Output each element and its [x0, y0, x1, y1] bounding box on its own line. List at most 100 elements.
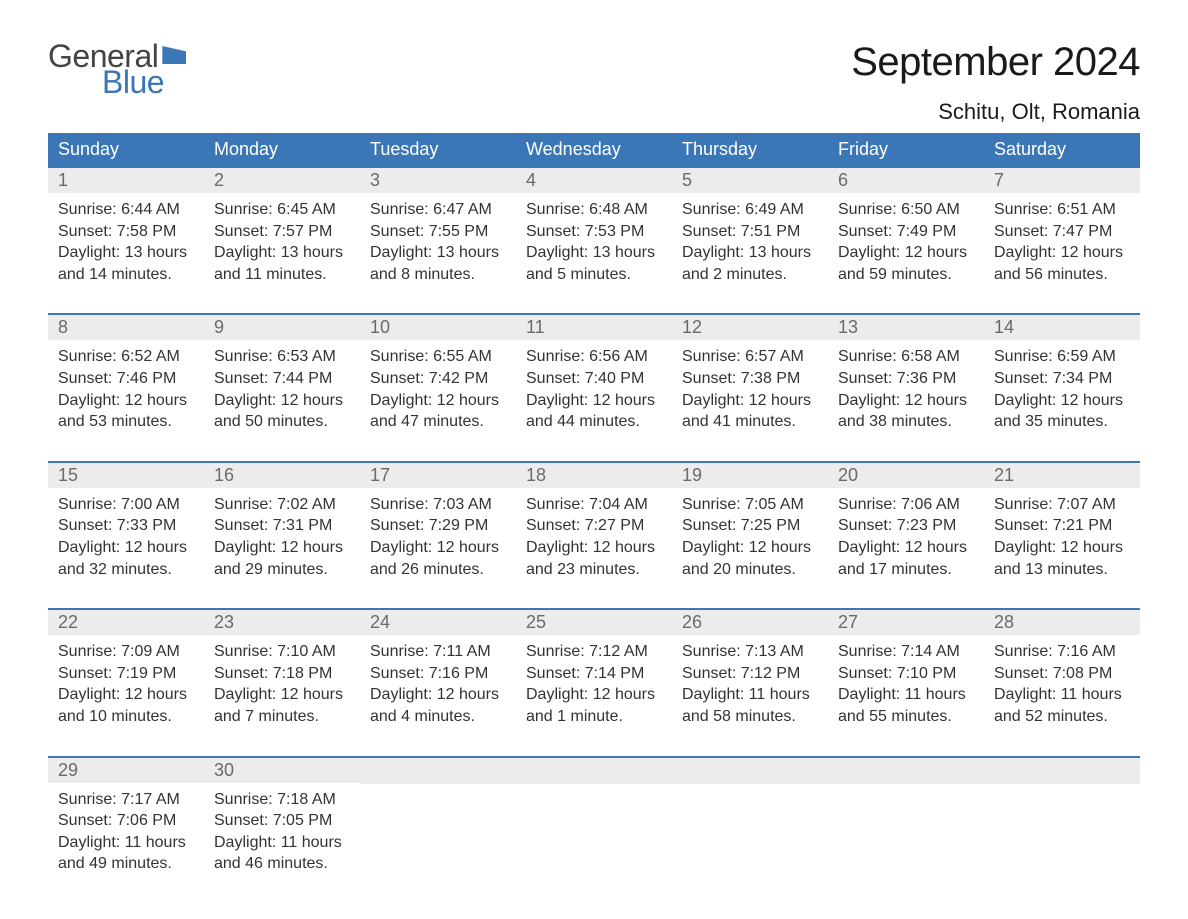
- day-details: Sunrise: 6:45 AMSunset: 7:57 PMDaylight:…: [204, 193, 360, 289]
- day-sunset: Sunset: 7:46 PM: [58, 368, 194, 390]
- day-sunset: Sunset: 7:21 PM: [994, 515, 1130, 537]
- day-header: Friday: [828, 133, 984, 166]
- calendar-body: 1Sunrise: 6:44 AMSunset: 7:58 PMDaylight…: [48, 166, 1140, 879]
- day-header: Sunday: [48, 133, 204, 166]
- calendar-day: 10Sunrise: 6:55 AMSunset: 7:42 PMDayligh…: [360, 315, 516, 436]
- day-daylight2: and 55 minutes.: [838, 706, 974, 728]
- location-text: Schitu, Olt, Romania: [851, 99, 1140, 125]
- day-sunrise: Sunrise: 6:51 AM: [994, 199, 1130, 221]
- day-daylight2: and 11 minutes.: [214, 264, 350, 286]
- calendar-week: 29Sunrise: 7:17 AMSunset: 7:06 PMDayligh…: [48, 756, 1140, 879]
- day-sunset: Sunset: 7:53 PM: [526, 221, 662, 243]
- calendar-day: 28Sunrise: 7:16 AMSunset: 7:08 PMDayligh…: [984, 610, 1140, 731]
- day-daylight1: Daylight: 12 hours: [58, 537, 194, 559]
- day-number: 7: [984, 168, 1140, 193]
- day-sunset: Sunset: 7:10 PM: [838, 663, 974, 685]
- day-sunset: Sunset: 7:25 PM: [682, 515, 818, 537]
- calendar-day: 13Sunrise: 6:58 AMSunset: 7:36 PMDayligh…: [828, 315, 984, 436]
- day-details: Sunrise: 7:13 AMSunset: 7:12 PMDaylight:…: [672, 635, 828, 731]
- day-daylight2: and 47 minutes.: [370, 411, 506, 433]
- day-daylight2: and 23 minutes.: [526, 559, 662, 581]
- day-daylight2: and 17 minutes.: [838, 559, 974, 581]
- day-sunrise: Sunrise: 6:48 AM: [526, 199, 662, 221]
- day-sunset: Sunset: 7:34 PM: [994, 368, 1130, 390]
- day-daylight1: Daylight: 12 hours: [214, 684, 350, 706]
- calendar-day: 30Sunrise: 7:18 AMSunset: 7:05 PMDayligh…: [204, 758, 360, 879]
- day-number: 19: [672, 463, 828, 488]
- day-number: 15: [48, 463, 204, 488]
- day-daylight2: and 20 minutes.: [682, 559, 818, 581]
- day-details: Sunrise: 7:16 AMSunset: 7:08 PMDaylight:…: [984, 635, 1140, 731]
- day-sunset: Sunset: 7:19 PM: [58, 663, 194, 685]
- day-sunset: Sunset: 7:55 PM: [370, 221, 506, 243]
- calendar-day: 12Sunrise: 6:57 AMSunset: 7:38 PMDayligh…: [672, 315, 828, 436]
- day-number: 16: [204, 463, 360, 488]
- day-daylight1: Daylight: 12 hours: [682, 537, 818, 559]
- day-daylight1: Daylight: 13 hours: [370, 242, 506, 264]
- calendar-day: 16Sunrise: 7:02 AMSunset: 7:31 PMDayligh…: [204, 463, 360, 584]
- day-sunrise: Sunrise: 7:04 AM: [526, 494, 662, 516]
- day-details: Sunrise: 7:14 AMSunset: 7:10 PMDaylight:…: [828, 635, 984, 731]
- day-daylight1: Daylight: 12 hours: [994, 242, 1130, 264]
- day-number: 5: [672, 168, 828, 193]
- title-block: September 2024 Schitu, Olt, Romania: [851, 40, 1140, 125]
- day-daylight2: and 52 minutes.: [994, 706, 1130, 728]
- day-sunset: Sunset: 7:57 PM: [214, 221, 350, 243]
- day-sunset: Sunset: 7:14 PM: [526, 663, 662, 685]
- day-daylight2: and 7 minutes.: [214, 706, 350, 728]
- calendar-day: 7Sunrise: 6:51 AMSunset: 7:47 PMDaylight…: [984, 168, 1140, 289]
- calendar-day: 4Sunrise: 6:48 AMSunset: 7:53 PMDaylight…: [516, 168, 672, 289]
- day-details: Sunrise: 7:17 AMSunset: 7:06 PMDaylight:…: [48, 783, 204, 879]
- day-sunrise: Sunrise: 7:12 AM: [526, 641, 662, 663]
- header: General Blue September 2024 Schitu, Olt,…: [48, 40, 1140, 125]
- calendar-header-row: Sunday Monday Tuesday Wednesday Thursday…: [48, 133, 1140, 166]
- day-details: Sunrise: 6:47 AMSunset: 7:55 PMDaylight:…: [360, 193, 516, 289]
- day-sunset: Sunset: 7:18 PM: [214, 663, 350, 685]
- day-daylight2: and 8 minutes.: [370, 264, 506, 286]
- day-daylight2: and 2 minutes.: [682, 264, 818, 286]
- day-daylight1: Daylight: 12 hours: [526, 684, 662, 706]
- day-daylight1: Daylight: 12 hours: [526, 390, 662, 412]
- day-header: Saturday: [984, 133, 1140, 166]
- calendar-day: 6Sunrise: 6:50 AMSunset: 7:49 PMDaylight…: [828, 168, 984, 289]
- day-sunset: Sunset: 7:29 PM: [370, 515, 506, 537]
- day-sunrise: Sunrise: 6:55 AM: [370, 346, 506, 368]
- day-number: [984, 758, 1140, 784]
- day-number: 6: [828, 168, 984, 193]
- page-title: September 2024: [851, 40, 1140, 85]
- day-sunrise: Sunrise: 6:50 AM: [838, 199, 974, 221]
- day-sunrise: Sunrise: 7:07 AM: [994, 494, 1130, 516]
- day-daylight1: Daylight: 12 hours: [214, 537, 350, 559]
- day-details: Sunrise: 6:53 AMSunset: 7:44 PMDaylight:…: [204, 340, 360, 436]
- day-sunrise: Sunrise: 7:03 AM: [370, 494, 506, 516]
- calendar-day: 2Sunrise: 6:45 AMSunset: 7:57 PMDaylight…: [204, 168, 360, 289]
- day-daylight2: and 35 minutes.: [994, 411, 1130, 433]
- day-sunrise: Sunrise: 6:52 AM: [58, 346, 194, 368]
- day-daylight2: and 26 minutes.: [370, 559, 506, 581]
- calendar-day: [984, 758, 1140, 879]
- calendar-day: 23Sunrise: 7:10 AMSunset: 7:18 PMDayligh…: [204, 610, 360, 731]
- day-daylight2: and 50 minutes.: [214, 411, 350, 433]
- day-sunset: Sunset: 7:12 PM: [682, 663, 818, 685]
- day-number: 27: [828, 610, 984, 635]
- day-daylight1: Daylight: 11 hours: [58, 832, 194, 854]
- day-number: 29: [48, 758, 204, 783]
- day-details: Sunrise: 6:49 AMSunset: 7:51 PMDaylight:…: [672, 193, 828, 289]
- day-number: 9: [204, 315, 360, 340]
- day-number: 8: [48, 315, 204, 340]
- day-details: Sunrise: 7:05 AMSunset: 7:25 PMDaylight:…: [672, 488, 828, 584]
- day-daylight2: and 59 minutes.: [838, 264, 974, 286]
- calendar-day: 5Sunrise: 6:49 AMSunset: 7:51 PMDaylight…: [672, 168, 828, 289]
- day-daylight2: and 49 minutes.: [58, 853, 194, 875]
- day-daylight1: Daylight: 12 hours: [838, 537, 974, 559]
- day-details: Sunrise: 6:59 AMSunset: 7:34 PMDaylight:…: [984, 340, 1140, 436]
- day-sunrise: Sunrise: 7:05 AM: [682, 494, 818, 516]
- day-sunrise: Sunrise: 7:18 AM: [214, 789, 350, 811]
- calendar-day: 8Sunrise: 6:52 AMSunset: 7:46 PMDaylight…: [48, 315, 204, 436]
- calendar-day: 19Sunrise: 7:05 AMSunset: 7:25 PMDayligh…: [672, 463, 828, 584]
- day-daylight1: Daylight: 12 hours: [526, 537, 662, 559]
- day-sunrise: Sunrise: 6:57 AM: [682, 346, 818, 368]
- day-daylight1: Daylight: 12 hours: [994, 537, 1130, 559]
- day-daylight2: and 46 minutes.: [214, 853, 350, 875]
- day-daylight1: Daylight: 12 hours: [370, 390, 506, 412]
